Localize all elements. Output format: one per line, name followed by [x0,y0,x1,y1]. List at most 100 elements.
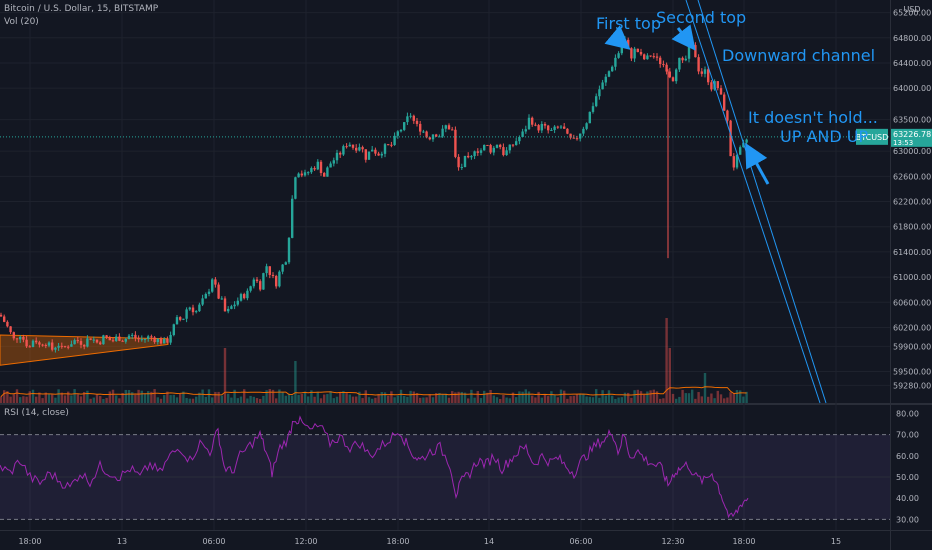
volume-bar [729,392,732,403]
volume-bar [659,398,662,403]
volume-bar [28,391,31,403]
volume-bar [374,397,377,403]
volume-bar [595,389,598,403]
volume-bar [275,398,278,403]
candle-body [140,339,143,341]
candle-body [3,316,6,322]
candle-body [31,340,35,348]
candle-body [483,144,486,151]
candle-body [595,96,598,107]
volume-bar [163,395,166,403]
volume-bar [607,390,611,403]
volume-bar [323,394,326,403]
candle-body [473,151,476,157]
volume-bar [198,392,201,403]
volume-bar [515,397,518,403]
volume-bar [735,390,739,403]
candle-body [262,273,265,290]
candle-body [675,69,678,82]
candle-body [636,48,639,53]
candle-body [438,136,441,138]
candle-body [95,339,99,343]
volume-bar [67,391,70,403]
volume-bar [166,391,169,403]
volume-bar [169,395,172,403]
candle-body [246,290,249,299]
candle-body [355,147,358,151]
candle-body [230,306,233,309]
volume-bar [463,392,467,403]
volume-bar [649,390,652,403]
candle-body [163,338,166,344]
volume-bar [422,397,425,403]
x-tick-label: 14 [484,537,494,546]
candle-body [57,345,60,348]
candle-body [60,345,63,347]
volume-bar [57,389,60,403]
candle-body [191,307,195,313]
y-tick-label: 65200.00 [893,9,931,18]
volume-bar [6,391,9,403]
volume-bar [742,396,745,403]
candle-body [236,300,239,305]
volume-bar [102,398,105,403]
candle-body [550,129,553,131]
candle-body [735,154,739,168]
candle-body [316,161,319,170]
y-tick-label: 61400.00 [893,248,931,257]
volume-bar [447,397,451,403]
volume-bar [249,395,252,403]
candle-body [499,144,502,148]
volume-bar [236,398,239,403]
volume-bar [140,390,143,403]
volume-bar [358,391,361,403]
volume-bar [147,391,150,403]
volume-bar [310,390,313,403]
candle-body [204,293,207,299]
candle-body [47,342,51,346]
candle-body [591,106,595,112]
candle-body [70,344,73,347]
candle-body [0,314,3,317]
volume-bar [15,389,19,403]
annotation-doesnt-hold: It doesn't hold... [748,108,878,127]
volume-bar [684,393,687,403]
channel-line [697,0,827,404]
channel-lines [685,0,827,404]
volume-bar [521,391,524,403]
candle-body [175,317,179,325]
volume-bar [681,389,684,403]
volume-bar [467,398,470,403]
x-tick-label: 06:00 [202,537,225,546]
volume-bar [524,389,527,403]
x-tick-label: 18:00 [732,537,755,546]
candle-body [451,129,454,131]
candle-body [287,237,291,263]
candle-body [217,284,220,299]
volume-bar [495,397,499,403]
candle-body [265,266,268,274]
candle-body [668,71,671,78]
volume-bar [214,391,217,403]
candle-body [403,122,406,130]
candle-body [99,342,102,345]
volume-bar [319,398,323,403]
x-tick-label: 12:00 [294,537,317,546]
candle-body [540,123,543,131]
candle-body [742,142,745,148]
annotation-second-top: Second top [656,8,747,27]
y-tick-label: 59500.00 [893,368,931,377]
volume-bar [572,395,575,403]
candle-body [582,128,585,134]
candle-body [435,134,438,137]
volume-bar [604,395,607,403]
volume-bar [262,395,265,403]
volume-bar [105,397,108,403]
annotation-arrows [604,24,770,185]
candle-body [659,57,662,65]
volume-bar [239,396,243,403]
volume-bar [329,391,332,403]
candle-body [259,281,262,290]
x-tick-label: 13 [117,537,127,546]
